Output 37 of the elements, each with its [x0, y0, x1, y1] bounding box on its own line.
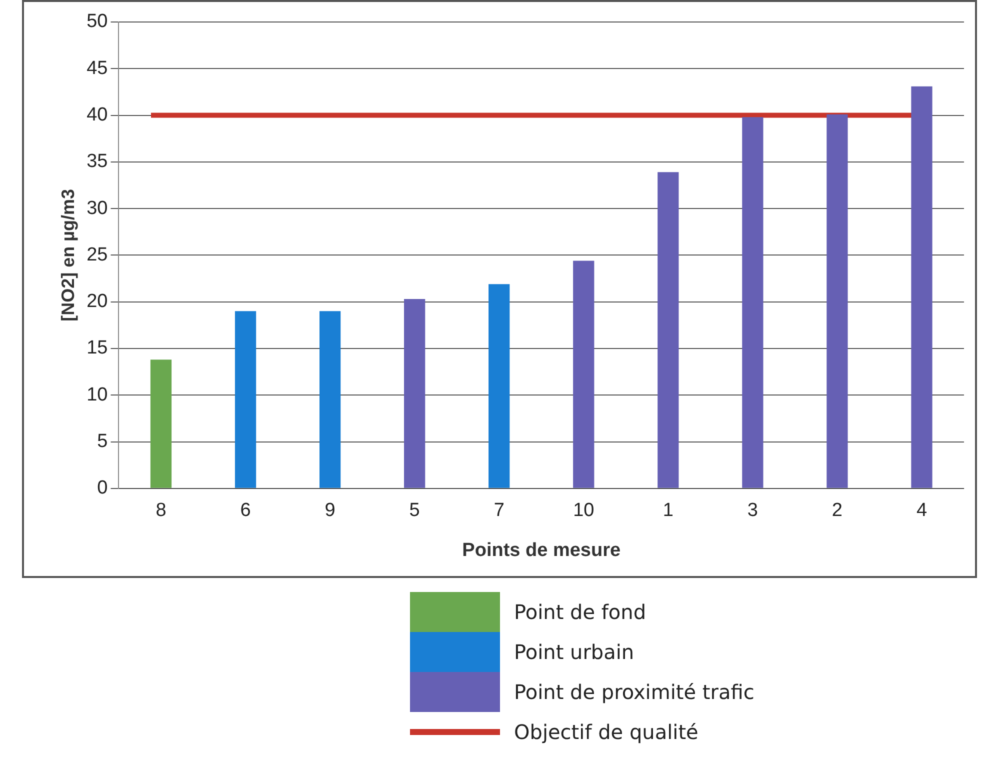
bar [488, 284, 510, 488]
x-tick-label: 10 [573, 500, 594, 522]
x-tick-label: 9 [324, 500, 336, 522]
x-tick-label: 4 [916, 500, 928, 522]
bar [742, 117, 764, 488]
bar [150, 360, 172, 488]
x-tick-label: 6 [240, 500, 251, 522]
bar [234, 311, 256, 488]
y-tick-label: 25 [86, 244, 108, 266]
y-tick-label: 5 [97, 430, 108, 452]
x-tick-label: 7 [494, 500, 504, 522]
y-tick-label: 35 [86, 151, 108, 172]
y-tick-label: 50 [86, 11, 108, 32]
bar [658, 172, 679, 488]
x-axis-title: Points de mesure [462, 540, 621, 561]
legend-label: Point de proximité trafic [514, 680, 754, 704]
y-tick-label: 0 [97, 478, 108, 499]
y-tick-label: 20 [86, 291, 108, 312]
x-tick-label: 5 [409, 500, 420, 522]
bar [911, 86, 932, 488]
legend-label: Point de fond [514, 600, 646, 624]
y-tick-label: 10 [86, 384, 108, 406]
legend-label: Objectif de qualité [514, 720, 698, 744]
bar [573, 260, 594, 488]
x-tick-label: 1 [662, 500, 674, 522]
y-tick-label: 30 [86, 198, 108, 219]
bar [826, 114, 848, 488]
legend-label: Point urbain [514, 640, 634, 664]
y-axis-title: [NO2] en µg/m3 [58, 189, 78, 322]
x-tick-label: 2 [832, 500, 842, 522]
y-tick-label: 15 [86, 338, 108, 359]
y-tick-label: 40 [86, 104, 108, 126]
x-tick-label: 3 [747, 500, 758, 522]
bar [319, 311, 341, 488]
x-tick-label: 8 [156, 500, 166, 522]
bar [404, 299, 426, 488]
y-tick-label: 45 [86, 58, 108, 79]
